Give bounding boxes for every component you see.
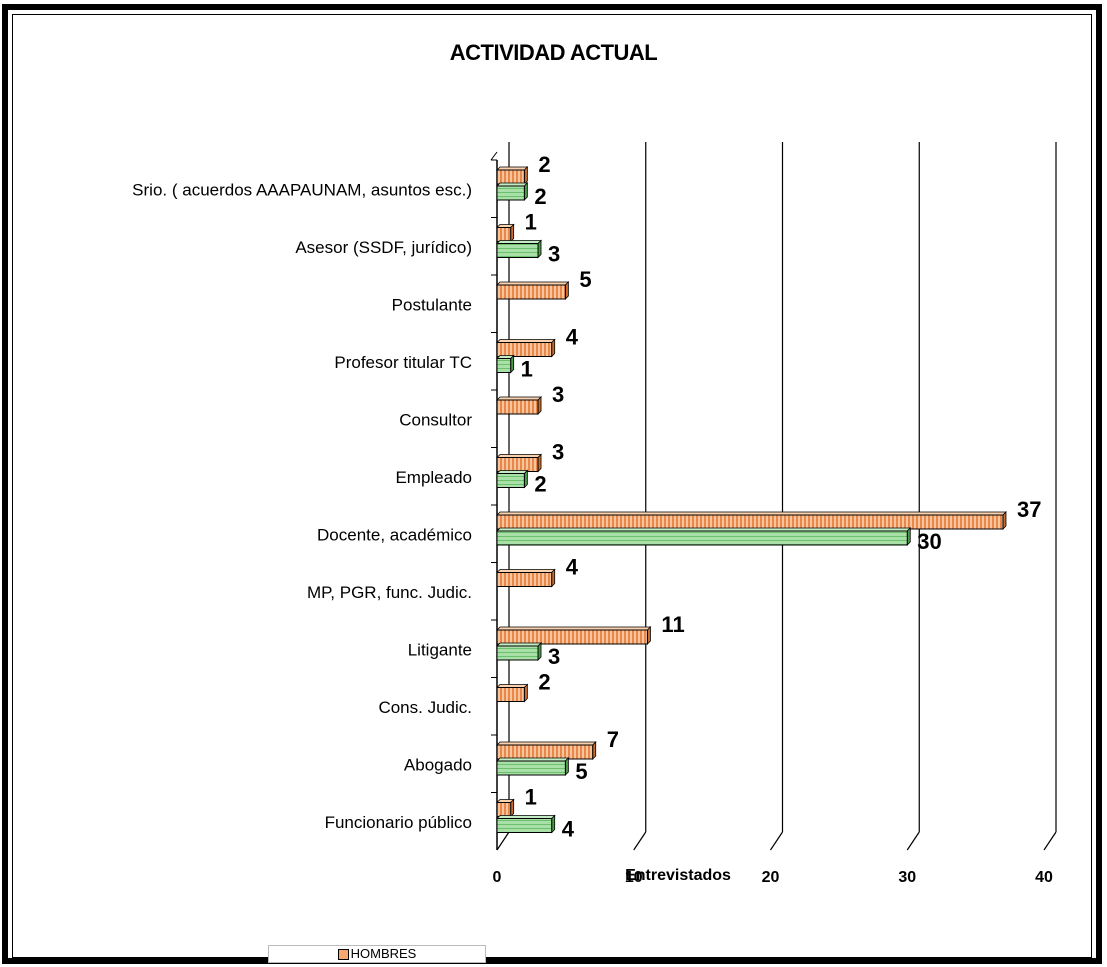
value-label: 4 bbox=[566, 555, 579, 580]
x-axis-title: Entrevistados bbox=[625, 867, 731, 884]
category-label: Abogado bbox=[404, 756, 472, 775]
legend-swatch bbox=[337, 949, 349, 961]
bars bbox=[496, 166, 1007, 834]
value-label: 3 bbox=[552, 382, 564, 407]
value-label: 37 bbox=[1017, 497, 1041, 522]
value-label: 4 bbox=[566, 325, 579, 350]
bar-hombres bbox=[496, 169, 525, 185]
value-label: 2 bbox=[534, 184, 546, 209]
category-label: Empleado bbox=[395, 468, 472, 487]
bar-hombres bbox=[496, 802, 512, 817]
value-label: 30 bbox=[917, 529, 941, 554]
value-label: 2 bbox=[538, 670, 550, 695]
value-label: 1 bbox=[521, 357, 533, 382]
bar-hombres bbox=[496, 572, 553, 587]
legend-label: HOMBRES bbox=[350, 946, 417, 961]
gridline-depth bbox=[770, 831, 783, 851]
bar-hombres bbox=[496, 342, 553, 357]
bar-hombres bbox=[496, 629, 648, 645]
labels: 0 10 20 30 40 Entrevistados Funcionario públic… bbox=[132, 152, 1053, 886]
value-label: 3 bbox=[548, 242, 560, 267]
bar-series2 bbox=[496, 818, 553, 833]
category-label: MP, PGR, func. Judic. bbox=[307, 583, 472, 602]
bar-hombres bbox=[496, 227, 512, 242]
y-axis-depth bbox=[490, 151, 498, 161]
bar-hombres bbox=[496, 284, 566, 300]
category-label: Litigante bbox=[408, 641, 472, 660]
value-label: 5 bbox=[575, 759, 587, 784]
bar-series2 bbox=[496, 645, 539, 661]
gridline-depth bbox=[1043, 831, 1057, 851]
value-label: 1 bbox=[525, 785, 537, 810]
bar-series2 bbox=[496, 760, 566, 776]
category-label: Cons. Judic. bbox=[378, 698, 472, 717]
value-label: 5 bbox=[579, 267, 591, 292]
value-label: 1 bbox=[525, 210, 537, 235]
bar-hombres bbox=[496, 399, 539, 415]
category-label: Postulante bbox=[392, 296, 472, 315]
x-tick-label: 30 bbox=[898, 869, 916, 886]
category-label: Docente, académico bbox=[317, 526, 472, 545]
bar-hombres bbox=[496, 687, 525, 702]
bar-series2 bbox=[496, 358, 512, 373]
bar-series2 bbox=[496, 243, 539, 258]
value-label: 7 bbox=[607, 727, 619, 752]
bar-series2 bbox=[496, 185, 525, 201]
bar-hombres bbox=[496, 457, 539, 472]
gridline-depth bbox=[906, 831, 920, 851]
gridline-depth bbox=[496, 831, 510, 851]
outer-border bbox=[2, 4, 1102, 964]
gridline-depth bbox=[633, 831, 647, 851]
bar-hombres bbox=[496, 744, 594, 760]
category-label: Profesor titular TC bbox=[334, 353, 472, 372]
x-tick-label: 40 bbox=[1035, 869, 1053, 886]
value-label: 3 bbox=[552, 440, 564, 465]
value-label: 11 bbox=[661, 612, 684, 637]
value-label: 4 bbox=[562, 817, 575, 842]
bar-series2 bbox=[496, 473, 525, 488]
bar-hombres bbox=[496, 514, 1004, 530]
value-label: 2 bbox=[538, 152, 550, 177]
category-label: Srio. ( acuerdos AAAPAUNAM, asuntos esc.… bbox=[132, 181, 472, 200]
category-label: Asesor (SSDF, jurídico) bbox=[295, 238, 472, 257]
bar-series2 bbox=[496, 530, 908, 546]
value-label: 3 bbox=[548, 644, 560, 669]
x-tick-label: 20 bbox=[762, 869, 780, 886]
category-label: Funcionario público bbox=[325, 813, 472, 832]
chart-title: ACTIVIDAD ACTUAL bbox=[449, 40, 658, 65]
inner-border bbox=[12, 14, 1092, 958]
category-label: Consultor bbox=[399, 411, 472, 430]
legend: HOMBRES bbox=[268, 945, 486, 963]
x-tick-label: 0 bbox=[493, 869, 502, 886]
value-label: 2 bbox=[534, 472, 546, 497]
x-tick-label: 10 bbox=[625, 869, 643, 886]
